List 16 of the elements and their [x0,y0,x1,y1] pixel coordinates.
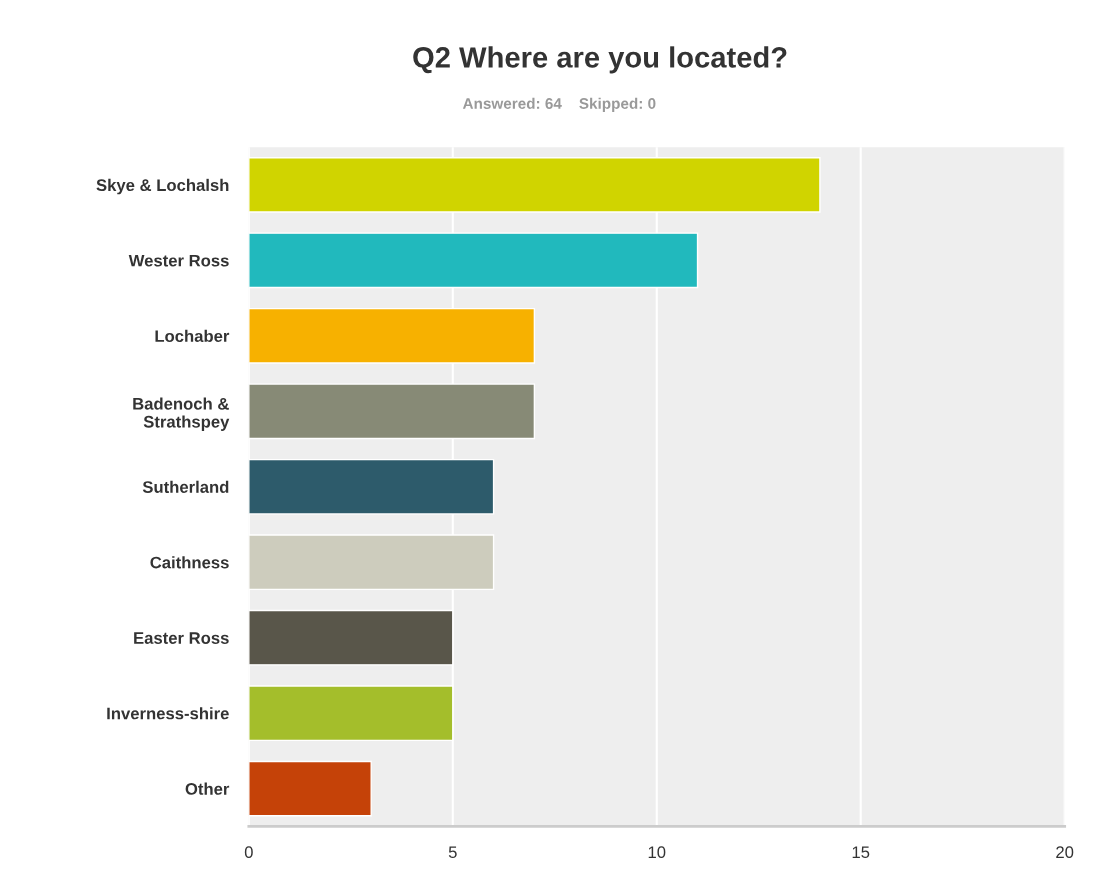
x-tick-label: 15 [852,846,870,859]
x-tick-label: 5 [448,846,457,859]
y-tick-label: Lochaber [155,329,230,343]
x-tick-label: 0 [244,846,253,859]
chart-subtitle: Answered: 64 Skipped: 0 [462,97,656,112]
x-tick-label: 10 [648,846,666,859]
x-tick-label: 20 [1056,846,1074,859]
y-tick-label: Easter Ross [134,632,229,644]
y-tick-label: Skye & Lochalsh [96,178,229,195]
chart-title: Q2 Where are you located? [413,46,787,74]
y-tick-label: Inverness-shire [107,707,229,720]
y-tick-label: Other [185,782,230,795]
y-tick-label: Badenoch & Strathspey [133,397,230,431]
y-tick-label: Sutherland [142,480,229,493]
y-tick-label: Caithness [150,556,229,569]
y-tick-label: Wester Ross [128,254,229,267]
